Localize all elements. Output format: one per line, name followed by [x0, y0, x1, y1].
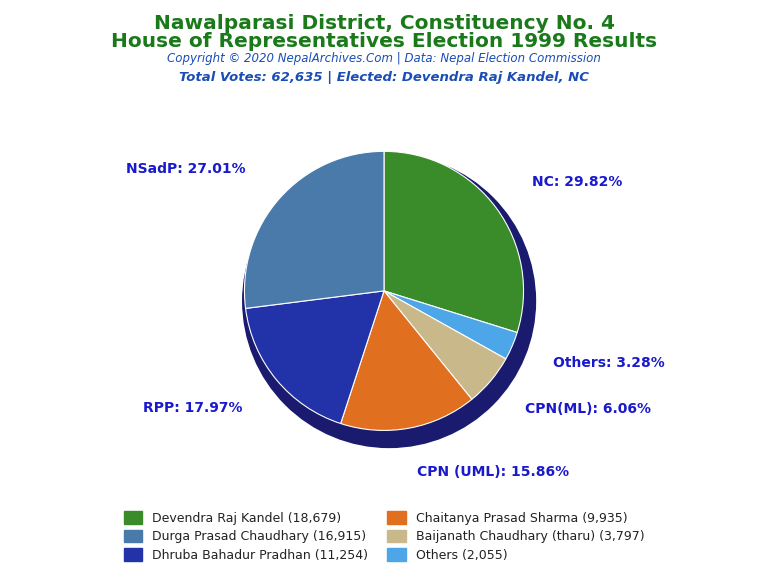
- Text: Copyright © 2020 NepalArchives.Com | Data: Nepal Election Commission: Copyright © 2020 NepalArchives.Com | Dat…: [167, 52, 601, 65]
- Text: NSadP: 27.01%: NSadP: 27.01%: [127, 162, 246, 176]
- Text: RPP: 17.97%: RPP: 17.97%: [143, 401, 243, 415]
- Legend: Devendra Raj Kandel (18,679), Durga Prasad Chaudhary (16,915), Dhruba Bahadur Pr: Devendra Raj Kandel (18,679), Durga Pras…: [118, 506, 650, 567]
- Text: CPN(ML): 6.06%: CPN(ML): 6.06%: [525, 402, 650, 416]
- Text: Total Votes: 62,635 | Elected: Devendra Raj Kandel, NC: Total Votes: 62,635 | Elected: Devendra …: [179, 71, 589, 84]
- Wedge shape: [384, 291, 517, 359]
- Wedge shape: [341, 291, 472, 430]
- Wedge shape: [384, 291, 506, 399]
- Text: NC: 29.82%: NC: 29.82%: [532, 175, 622, 189]
- Wedge shape: [246, 291, 384, 423]
- Text: Others: 3.28%: Others: 3.28%: [553, 357, 664, 370]
- Text: CPN (UML): 15.86%: CPN (UML): 15.86%: [417, 465, 570, 479]
- Text: House of Representatives Election 1999 Results: House of Representatives Election 1999 R…: [111, 32, 657, 51]
- Ellipse shape: [243, 155, 535, 448]
- Wedge shape: [384, 151, 524, 332]
- Wedge shape: [244, 151, 384, 308]
- Text: Nawalparasi District, Constituency No. 4: Nawalparasi District, Constituency No. 4: [154, 14, 614, 33]
